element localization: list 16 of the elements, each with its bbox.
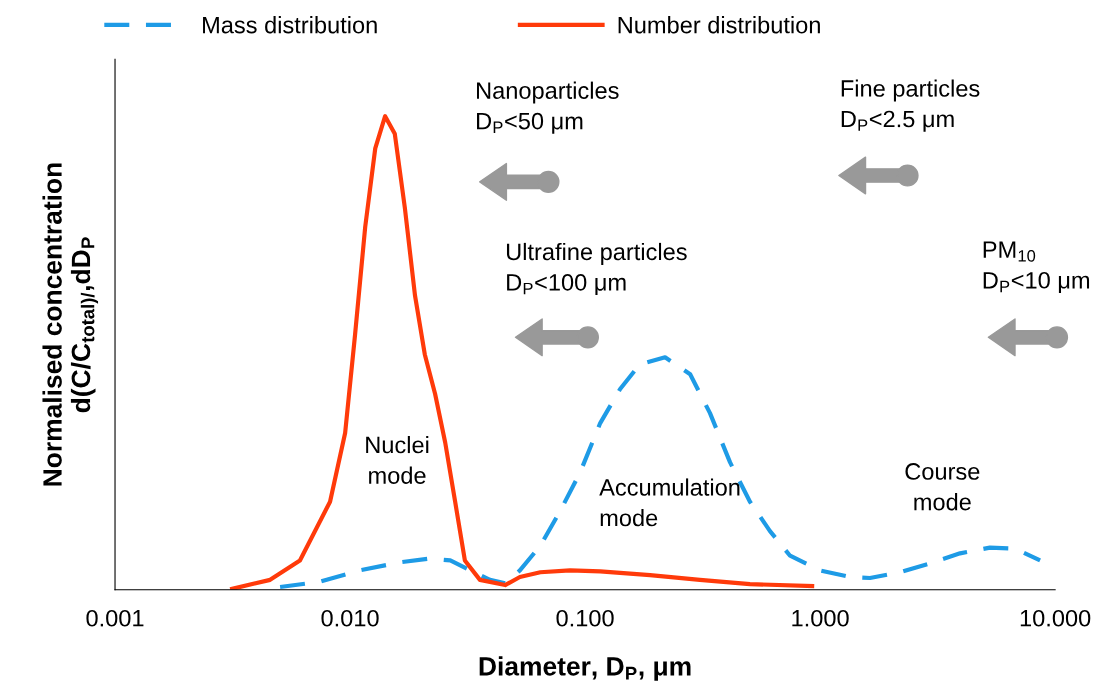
x-axis-title: Diameter, D$_{P}$, μm bbox=[479, 656, 691, 681]
legend-label: Mass distribution bbox=[203, 16, 377, 34]
annotation: Ultrafine particles D$_{P}$<100 μm bbox=[506, 242, 687, 296]
y-axis-title: Normalised concentration d(C/C$_{total)/}$,dD$_{P}$ bbox=[42, 163, 99, 486]
annotation: Course mode bbox=[905, 463, 980, 511]
annotation: Accumulation mode bbox=[599, 478, 740, 527]
annotation: Nuclei mode bbox=[366, 435, 429, 484]
annotation: Nanoparticles D$_{P}$<50 μm bbox=[477, 81, 619, 134]
legend-label: Number distribution bbox=[618, 16, 820, 34]
x-tick-label: 1.000 bbox=[792, 609, 849, 627]
x-tick-label: 10.000 bbox=[1020, 609, 1091, 627]
text: PM$_{10}$ D$_{P}$<10 μm bbox=[983, 241, 1090, 293]
x-tick-label: 0.100 bbox=[556, 609, 614, 627]
annotation: Fine particles D$_{P}$<2.5 μm bbox=[841, 79, 980, 132]
x-tick-label: 0.001 bbox=[86, 609, 144, 627]
x-tick-label: 0.010 bbox=[321, 609, 379, 627]
